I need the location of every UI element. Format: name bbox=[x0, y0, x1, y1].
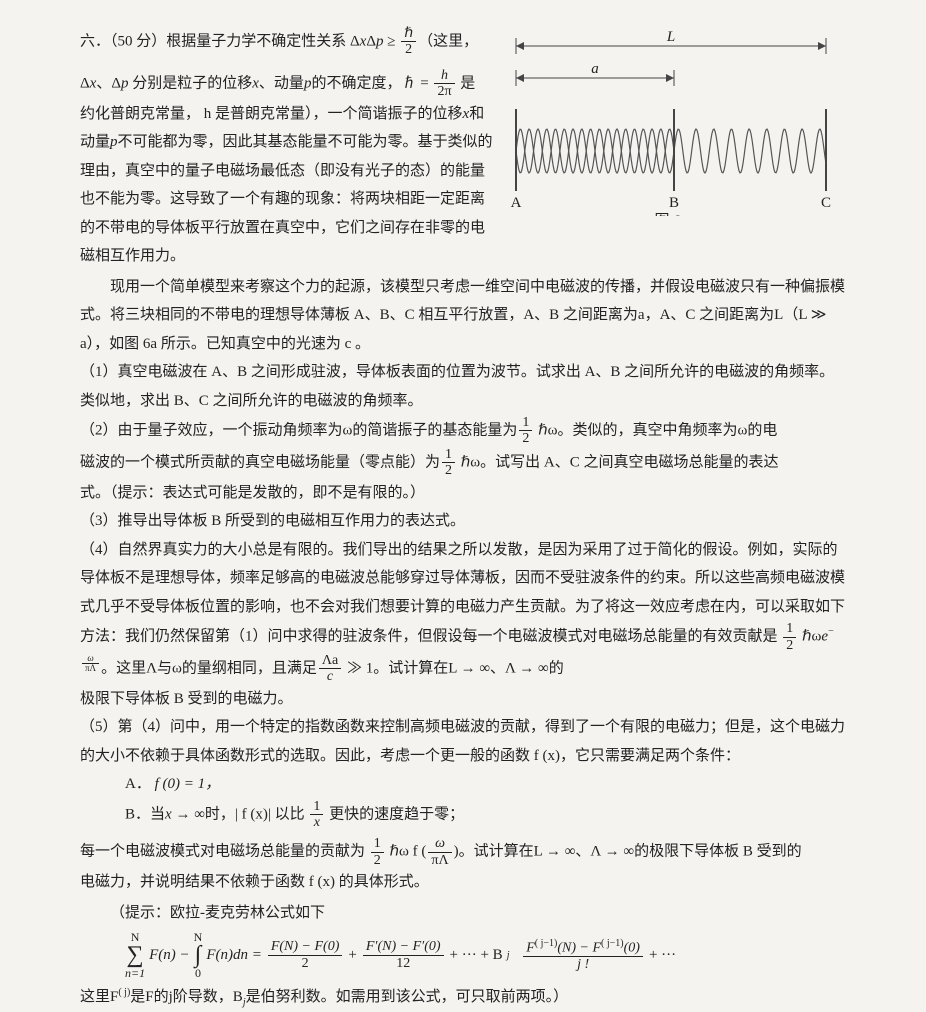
question-5-contrib2: 电磁力，并说明结果不依赖于函数 f (x) 的具体形式。 bbox=[80, 868, 846, 897]
svg-text:a: a bbox=[591, 61, 599, 77]
svg-text:L: L bbox=[666, 29, 675, 45]
condition-b: B．当x → ∞时，| f (x)| 以比 1x 更快的速度趋于零； bbox=[125, 799, 464, 831]
svg-text:图 6a: 图 6a bbox=[655, 212, 688, 216]
question-3: （3）推导出导体板 B 所受到的电磁相互作用力的表达式。 bbox=[80, 507, 846, 536]
figure-svg: La A B C 图 6a bbox=[506, 26, 846, 216]
condition-a: A． f (0) = 1， bbox=[125, 770, 220, 799]
integral-icon: N ∫ 0 bbox=[194, 931, 203, 979]
question-5: （5）第（4）问中，用一个特定的指数函数来控制高频电磁波的贡献，得到了一个有限的… bbox=[80, 713, 846, 770]
hint-close: 这里F( j)是F的j阶导数，Bj是伯努利数。如需用到该公式，可只取前两项。） bbox=[80, 983, 846, 1012]
hint-open: （提示：欧拉-麦克劳林公式如下 bbox=[80, 899, 846, 928]
svg-text:B: B bbox=[669, 195, 679, 211]
question-4c: 极限下导体板 B 受到的电磁力。 bbox=[80, 685, 846, 714]
svg-text:A: A bbox=[511, 195, 522, 211]
hbar-over-2: ℏ2 bbox=[401, 26, 416, 58]
figure-6a: La A B C 图 6a bbox=[506, 26, 846, 216]
intro-open: 六．（50 分）根据量子力学不确定性关系 Δ bbox=[80, 33, 360, 49]
question-5-contrib: 每一个电磁波模式对电磁场总能量的贡献为 12 ℏω f (ωπΛ)。试计算在L … bbox=[80, 836, 846, 868]
question-2b: 磁波的一个模式所贡献的真空电磁场能量（零点能）为12 ℏω。试写出 A、C 之间… bbox=[80, 447, 846, 479]
question-2: （2）由于量子效应，一个振动角频率为ω的简谐振子的基态能量为12 ℏω。类似的，… bbox=[80, 415, 846, 447]
question-4: （4）自然界真实力的大小总是有限的。我们导出的结果之所以发散，是因为采用了过于简… bbox=[80, 536, 846, 685]
model-paragraph: 现用一个简单模型来考察这个力的起源，该模型只考虑一维空间中电磁波的传播，并假设电… bbox=[80, 273, 846, 359]
svg-text:C: C bbox=[821, 195, 831, 211]
question-2c: 式。（提示：表达式可能是发散的，即不是有限的。） bbox=[80, 479, 846, 508]
euler-maclaurin-formula: N ∑ n=1 F(n) − N ∫ 0 F(n)dn = F(N) − F(0… bbox=[80, 931, 846, 979]
question-1: （1）真空电磁波在 A、B 之间形成驻波，导体板表面的位置为波节。试求出 A、B… bbox=[80, 358, 846, 415]
sigma-icon: N ∑ n=1 bbox=[125, 931, 145, 979]
h-over-2pi: h2π bbox=[434, 68, 454, 100]
